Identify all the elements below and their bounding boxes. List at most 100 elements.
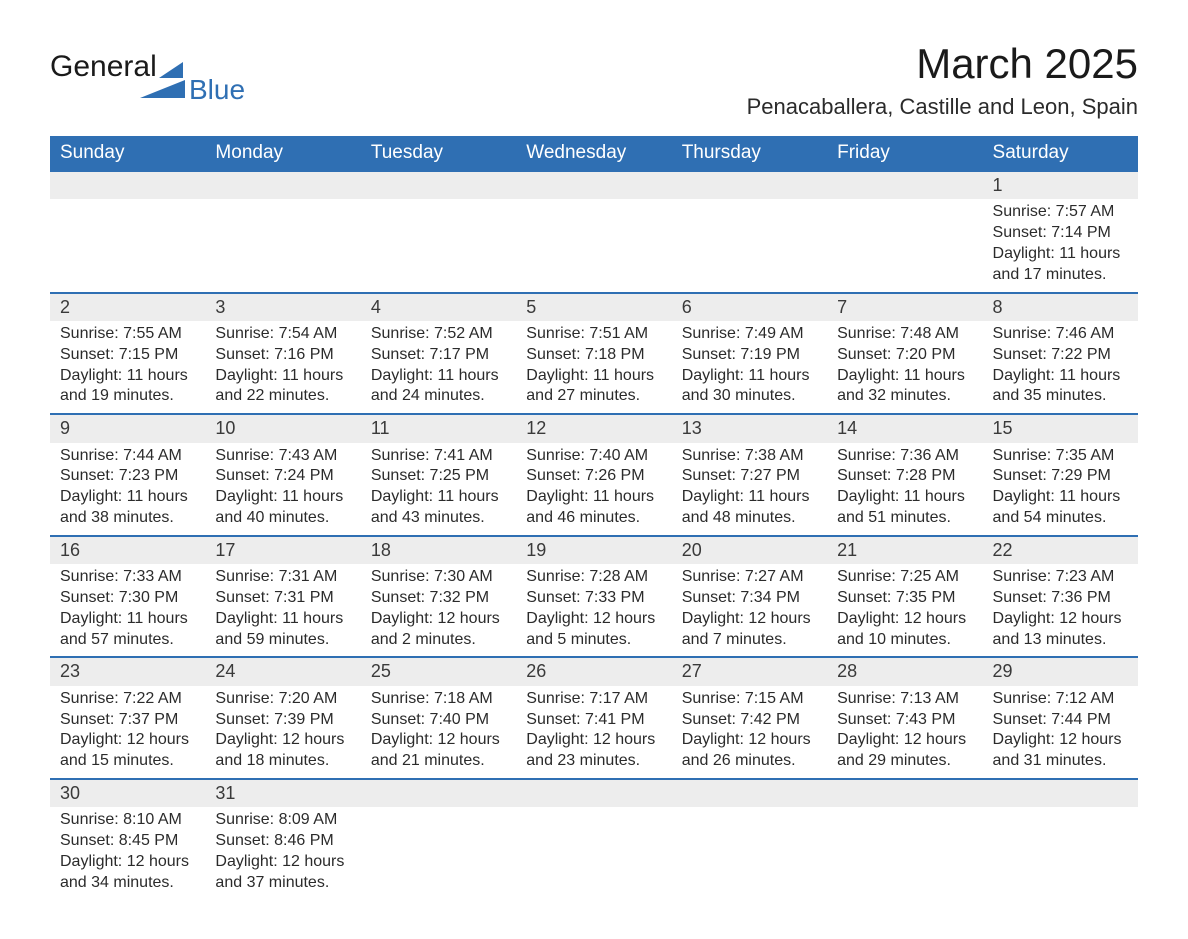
daylight-line: Daylight: 11 hours and 43 minutes.: [371, 487, 506, 529]
day-detail-cell: Sunrise: 7:54 AMSunset: 7:16 PMDaylight:…: [205, 321, 360, 414]
sunrise-line: Sunrise: 7:22 AM: [60, 689, 195, 710]
sunset-line: Sunset: 7:34 PM: [682, 588, 817, 609]
day-number-cell: [983, 779, 1138, 807]
day-detail-cell: [516, 199, 671, 292]
sunrise-line: Sunrise: 7:15 AM: [682, 689, 817, 710]
daylight-line: Daylight: 11 hours and 46 minutes.: [526, 487, 661, 529]
day-number-cell: [50, 171, 205, 199]
day-number-row: 9101112131415: [50, 414, 1138, 442]
sunrise-line: Sunrise: 7:17 AM: [526, 689, 661, 710]
sunrise-line: Sunrise: 7:52 AM: [371, 324, 506, 345]
daylight-line: Daylight: 12 hours and 10 minutes.: [837, 609, 972, 651]
day-detail-row: Sunrise: 7:57 AMSunset: 7:14 PMDaylight:…: [50, 199, 1138, 292]
sunset-line: Sunset: 7:39 PM: [215, 710, 350, 731]
sunset-line: Sunset: 7:29 PM: [993, 466, 1128, 487]
day-detail-cell: Sunrise: 7:12 AMSunset: 7:44 PMDaylight:…: [983, 686, 1138, 779]
day-number-cell: 28: [827, 657, 982, 685]
header: General Blue March 2025 Penacaballera, C…: [50, 40, 1138, 128]
sunrise-line: Sunrise: 7:27 AM: [682, 567, 817, 588]
day-detail-cell: Sunrise: 7:55 AMSunset: 7:15 PMDaylight:…: [50, 321, 205, 414]
day-detail-cell: Sunrise: 7:38 AMSunset: 7:27 PMDaylight:…: [672, 443, 827, 536]
daylight-line: Daylight: 12 hours and 18 minutes.: [215, 730, 350, 772]
day-number-row: 23242526272829: [50, 657, 1138, 685]
day-number-cell: 29: [983, 657, 1138, 685]
day-number-cell: 22: [983, 536, 1138, 564]
daylight-line: Daylight: 11 hours and 24 minutes.: [371, 366, 506, 408]
daylight-line: Daylight: 11 hours and 35 minutes.: [993, 366, 1128, 408]
day-detail-cell: Sunrise: 8:10 AMSunset: 8:45 PMDaylight:…: [50, 807, 205, 899]
day-detail-cell: Sunrise: 7:25 AMSunset: 7:35 PMDaylight:…: [827, 564, 982, 657]
sunset-line: Sunset: 7:37 PM: [60, 710, 195, 731]
daylight-line: Daylight: 11 hours and 51 minutes.: [837, 487, 972, 529]
daylight-line: Daylight: 12 hours and 37 minutes.: [215, 852, 350, 894]
day-number-cell: [672, 779, 827, 807]
day-number-cell: 10: [205, 414, 360, 442]
daylight-line: Daylight: 12 hours and 29 minutes.: [837, 730, 972, 772]
daylight-line: Daylight: 12 hours and 15 minutes.: [60, 730, 195, 772]
daylight-line: Daylight: 12 hours and 5 minutes.: [526, 609, 661, 651]
day-detail-cell: [983, 807, 1138, 899]
day-number-cell: 25: [361, 657, 516, 685]
sunrise-line: Sunrise: 7:46 AM: [993, 324, 1128, 345]
day-number-cell: 14: [827, 414, 982, 442]
sunset-line: Sunset: 7:23 PM: [60, 466, 195, 487]
day-detail-cell: Sunrise: 7:52 AMSunset: 7:17 PMDaylight:…: [361, 321, 516, 414]
sunrise-line: Sunrise: 7:55 AM: [60, 324, 195, 345]
sunrise-line: Sunrise: 7:41 AM: [371, 446, 506, 467]
daylight-line: Daylight: 11 hours and 54 minutes.: [993, 487, 1128, 529]
day-detail-cell: Sunrise: 7:22 AMSunset: 7:37 PMDaylight:…: [50, 686, 205, 779]
daylight-line: Daylight: 11 hours and 38 minutes.: [60, 487, 195, 529]
sunset-line: Sunset: 7:41 PM: [526, 710, 661, 731]
day-detail-cell: Sunrise: 7:48 AMSunset: 7:20 PMDaylight:…: [827, 321, 982, 414]
day-number-cell: 20: [672, 536, 827, 564]
sunrise-line: Sunrise: 8:09 AM: [215, 810, 350, 831]
sunset-line: Sunset: 7:31 PM: [215, 588, 350, 609]
sunset-line: Sunset: 8:45 PM: [60, 831, 195, 852]
day-detail-row: Sunrise: 8:10 AMSunset: 8:45 PMDaylight:…: [50, 807, 1138, 899]
sunset-line: Sunset: 7:44 PM: [993, 710, 1128, 731]
sunset-line: Sunset: 7:27 PM: [682, 466, 817, 487]
sunrise-line: Sunrise: 7:48 AM: [837, 324, 972, 345]
sunrise-line: Sunrise: 7:44 AM: [60, 446, 195, 467]
sunset-line: Sunset: 7:24 PM: [215, 466, 350, 487]
day-number-cell: 26: [516, 657, 671, 685]
day-detail-cell: Sunrise: 7:41 AMSunset: 7:25 PMDaylight:…: [361, 443, 516, 536]
page-title: March 2025: [747, 40, 1138, 88]
day-detail-cell: [672, 807, 827, 899]
day-detail-cell: Sunrise: 7:17 AMSunset: 7:41 PMDaylight:…: [516, 686, 671, 779]
day-detail-cell: Sunrise: 7:18 AMSunset: 7:40 PMDaylight:…: [361, 686, 516, 779]
day-number-row: 16171819202122: [50, 536, 1138, 564]
sunset-line: Sunset: 7:26 PM: [526, 466, 661, 487]
day-number-cell: [672, 171, 827, 199]
calendar-table: Sunday Monday Tuesday Wednesday Thursday…: [50, 136, 1138, 899]
daylight-line: Daylight: 11 hours and 27 minutes.: [526, 366, 661, 408]
sunset-line: Sunset: 7:28 PM: [837, 466, 972, 487]
sunset-line: Sunset: 7:19 PM: [682, 345, 817, 366]
sunrise-line: Sunrise: 7:57 AM: [993, 202, 1128, 223]
logo-word2: Blue: [189, 74, 245, 106]
day-detail-cell: Sunrise: 7:43 AMSunset: 7:24 PMDaylight:…: [205, 443, 360, 536]
day-number-cell: 6: [672, 293, 827, 321]
day-number-cell: [516, 779, 671, 807]
sunrise-line: Sunrise: 7:30 AM: [371, 567, 506, 588]
day-detail-cell: [516, 807, 671, 899]
sunrise-line: Sunrise: 7:18 AM: [371, 689, 506, 710]
heading-block: March 2025 Penacaballera, Castille and L…: [747, 40, 1138, 128]
weekday-header: Thursday: [672, 136, 827, 171]
day-detail-cell: Sunrise: 7:33 AMSunset: 7:30 PMDaylight:…: [50, 564, 205, 657]
daylight-line: Daylight: 11 hours and 19 minutes.: [60, 366, 195, 408]
day-detail-cell: Sunrise: 7:31 AMSunset: 7:31 PMDaylight:…: [205, 564, 360, 657]
day-number-cell: 30: [50, 779, 205, 807]
sunrise-line: Sunrise: 7:54 AM: [215, 324, 350, 345]
day-detail-cell: [205, 199, 360, 292]
sunrise-line: Sunrise: 7:20 AM: [215, 689, 350, 710]
day-number-cell: 5: [516, 293, 671, 321]
weekday-header: Sunday: [50, 136, 205, 171]
day-number-cell: 24: [205, 657, 360, 685]
day-detail-cell: [361, 199, 516, 292]
day-number-cell: [361, 171, 516, 199]
day-number-row: 3031: [50, 779, 1138, 807]
sunset-line: Sunset: 7:15 PM: [60, 345, 195, 366]
day-detail-cell: Sunrise: 7:57 AMSunset: 7:14 PMDaylight:…: [983, 199, 1138, 292]
daylight-line: Daylight: 12 hours and 26 minutes.: [682, 730, 817, 772]
